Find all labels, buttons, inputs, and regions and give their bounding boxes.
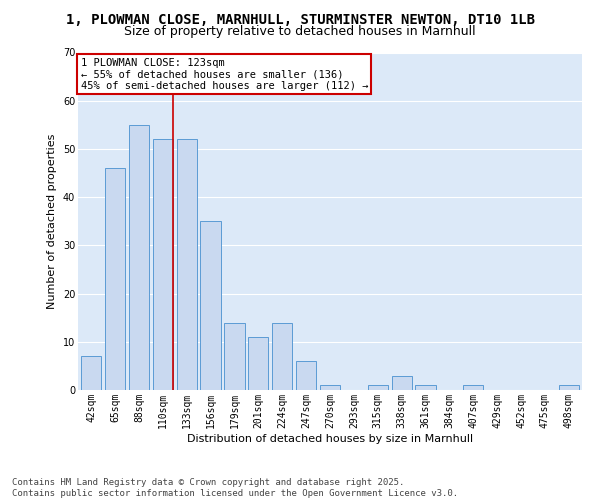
X-axis label: Distribution of detached houses by size in Marnhull: Distribution of detached houses by size …: [187, 434, 473, 444]
Bar: [81, 356, 101, 390]
Bar: [248, 337, 268, 390]
Bar: [272, 322, 292, 390]
Bar: [368, 385, 388, 390]
Bar: [320, 385, 340, 390]
Y-axis label: Number of detached properties: Number of detached properties: [47, 134, 57, 309]
Bar: [176, 140, 197, 390]
Bar: [129, 125, 149, 390]
Text: 1 PLOWMAN CLOSE: 123sqm
← 55% of detached houses are smaller (136)
45% of semi-d: 1 PLOWMAN CLOSE: 123sqm ← 55% of detache…: [80, 58, 368, 91]
Bar: [152, 140, 173, 390]
Bar: [415, 385, 436, 390]
Bar: [224, 322, 245, 390]
Bar: [559, 385, 579, 390]
Bar: [200, 221, 221, 390]
Bar: [463, 385, 484, 390]
Bar: [296, 361, 316, 390]
Bar: [392, 376, 412, 390]
Text: Size of property relative to detached houses in Marnhull: Size of property relative to detached ho…: [124, 25, 476, 38]
Text: 1, PLOWMAN CLOSE, MARNHULL, STURMINSTER NEWTON, DT10 1LB: 1, PLOWMAN CLOSE, MARNHULL, STURMINSTER …: [65, 12, 535, 26]
Text: Contains HM Land Registry data © Crown copyright and database right 2025.
Contai: Contains HM Land Registry data © Crown c…: [12, 478, 458, 498]
Bar: [105, 168, 125, 390]
